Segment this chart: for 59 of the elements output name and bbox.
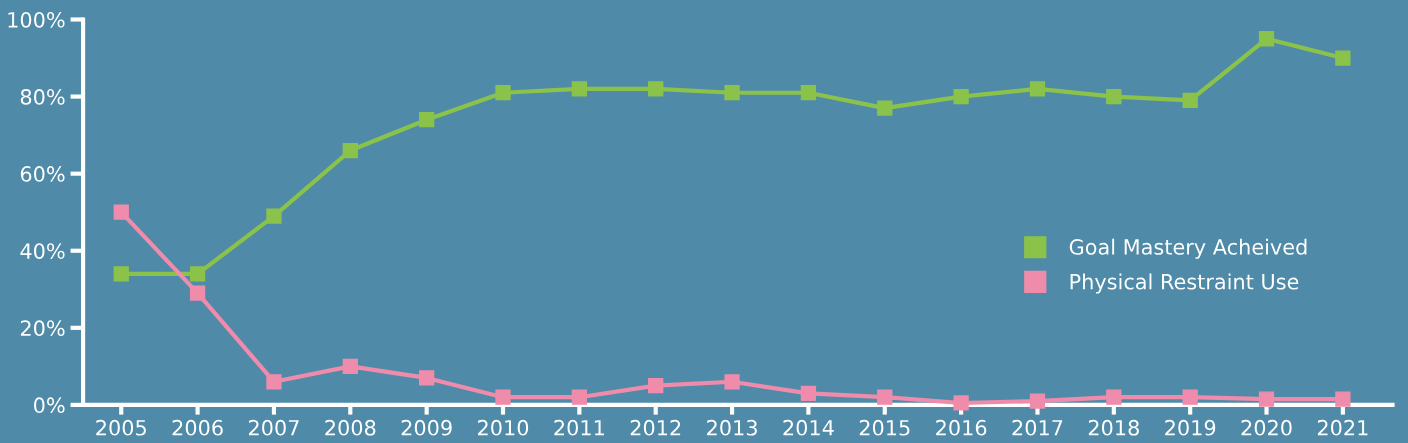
x-tick-label: 2017 (1012, 419, 1063, 436)
point (266, 374, 282, 390)
point (342, 142, 358, 159)
point (1335, 50, 1351, 66)
point (1335, 391, 1351, 407)
point (1029, 81, 1046, 97)
point (1258, 31, 1275, 47)
x-tick-label: 2019 (1165, 419, 1216, 436)
x-tick-label: 2013 (707, 419, 757, 436)
point (419, 370, 435, 386)
point (189, 285, 206, 301)
point (266, 208, 282, 224)
x-tick-label: 2015 (859, 419, 910, 436)
x-tick-label: 2014 (783, 419, 834, 436)
point (571, 389, 588, 405)
point (113, 204, 129, 220)
x-tick-label: 2008 (325, 419, 376, 436)
point (877, 389, 893, 405)
legend-label: Physical Restraint Use (1070, 273, 1299, 294)
point (648, 81, 664, 97)
x-tick-label: 2010 (478, 419, 529, 436)
y-tick-label: 40% (20, 243, 65, 259)
x-tick-label: 2005 (96, 419, 146, 436)
x-tick-label: 2012 (630, 419, 681, 436)
legend-label: Goal Mastery Acheived (1069, 238, 1307, 259)
x-tick-label: 2009 (401, 419, 452, 436)
y-tick-label: 20% (20, 320, 65, 337)
y-tick-label: 80% (20, 89, 65, 105)
y-tick-label: 60% (20, 166, 65, 182)
point (1106, 88, 1122, 105)
point (953, 395, 969, 411)
x-tick-label: 2021 (1317, 419, 1368, 436)
point (953, 88, 969, 105)
point (189, 266, 206, 282)
y-tick-label: 100% (8, 11, 65, 28)
x-tick-label: 2007 (248, 419, 299, 436)
point (571, 81, 588, 97)
point (1029, 393, 1046, 409)
point (648, 377, 664, 394)
x-tick-label: 2006 (172, 419, 223, 436)
point (800, 85, 817, 101)
point (800, 385, 817, 401)
point (495, 389, 511, 405)
point (1182, 92, 1198, 109)
point (495, 85, 511, 101)
x-tick-label: 2016 (936, 419, 987, 436)
point (419, 112, 435, 128)
y-tick-label: 0% (34, 397, 65, 414)
x-tick-label: 2018 (1088, 419, 1139, 436)
point (1182, 389, 1198, 405)
point (724, 374, 740, 390)
point (724, 85, 740, 101)
point (877, 100, 893, 116)
point (1106, 389, 1122, 405)
point (342, 358, 358, 375)
point (1258, 391, 1275, 407)
point (113, 266, 129, 282)
x-tick-label: 2011 (554, 419, 604, 436)
x-tick-label: 2020 (1241, 419, 1292, 436)
